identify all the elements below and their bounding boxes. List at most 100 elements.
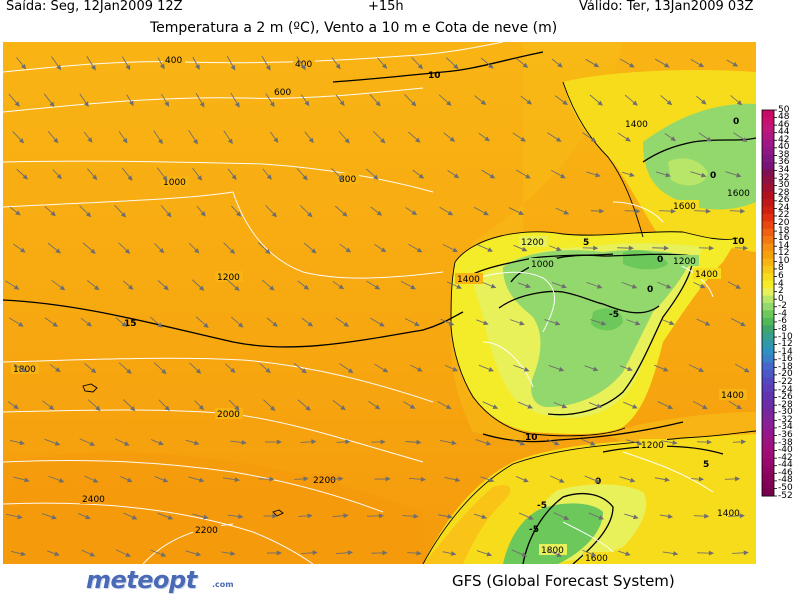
wind-arrow [230, 92, 240, 108]
wind-arrow [473, 513, 487, 520]
colorbar-swatch [762, 414, 774, 423]
wind-arrow [407, 131, 421, 143]
iso-label-bg [293, 58, 315, 69]
colorbar-swatch [762, 243, 774, 252]
wind-arrow [724, 476, 741, 482]
colorbar-swatch [762, 110, 774, 118]
colorbar-label: 16 [778, 233, 790, 244]
wind-arrow [153, 130, 163, 145]
wind-arrow [408, 243, 423, 253]
iso-label-bg [337, 173, 359, 184]
wind-arrow [300, 439, 317, 445]
wind-arrow [339, 363, 354, 374]
wind-arrow [366, 513, 385, 519]
wind-arrow [554, 95, 568, 106]
colorbar-label: 50 [778, 104, 790, 115]
wind-arrow [555, 207, 570, 215]
wind-arrow [297, 399, 311, 411]
wind-arrow [547, 438, 560, 446]
colorbar-swatch [762, 176, 774, 185]
wind-arrow [83, 131, 93, 143]
wind-arrow [696, 318, 711, 326]
wind-arrow [331, 168, 344, 181]
colorbar-swatch [762, 206, 774, 215]
wind-arrow [161, 93, 170, 107]
wind-arrow [223, 242, 236, 255]
colorbar-swatch [762, 124, 774, 133]
iso-label-bg [163, 54, 185, 65]
wind-arrow [478, 364, 495, 372]
wind-arrow [438, 514, 453, 519]
wind-arrow [732, 439, 747, 445]
wind-arrow [403, 401, 416, 409]
wind-arrow [41, 513, 57, 520]
wind-arrow [404, 318, 420, 326]
wind-arrow [296, 56, 306, 71]
wind-arrow [226, 56, 236, 71]
colorbar-frame [761, 109, 775, 497]
colorbar-swatch [762, 139, 774, 148]
wind-arrow [336, 439, 351, 445]
valid-time-label: Válido: Ter, 13Jan2009 03Z [579, 0, 754, 14]
wind-arrow [371, 439, 386, 445]
wind-arrow [582, 245, 599, 251]
run-time-label: Saída: Seg, 12Jan2009 12Z [6, 0, 183, 14]
isotherm-label: 0 [733, 117, 739, 127]
wind-arrow [548, 365, 565, 372]
snow-level-label: 400 [165, 56, 182, 66]
wind-arrow [546, 549, 563, 557]
wind-arrow [154, 476, 169, 483]
wind-arrow [118, 131, 128, 144]
wind-arrow [617, 132, 631, 142]
wind-arrow [123, 512, 138, 520]
wind-arrow [192, 279, 205, 291]
wind-arrow [301, 317, 314, 327]
wind-arrow [549, 245, 562, 252]
snow-level-label: 400 [295, 60, 312, 70]
colorbar-label: -16 [778, 354, 793, 365]
wind-arrow [154, 243, 165, 254]
wind-arrow [733, 132, 748, 142]
wind-arrow [261, 55, 271, 71]
colorbar-label: 30 [778, 180, 790, 191]
snow-level-label: 1000 [531, 260, 554, 270]
wind-arrow [512, 132, 526, 142]
wind-arrow [410, 364, 423, 372]
wind-arrow [121, 167, 133, 181]
wind-arrow [8, 93, 20, 107]
colorbar-label: -34 [778, 422, 793, 433]
wind-arrow [626, 319, 641, 326]
colorbar-label: 44 [778, 127, 790, 138]
colorbar-swatch [762, 421, 774, 430]
wind-arrow [619, 476, 636, 483]
wind-arrow [654, 477, 671, 482]
wind-arrow [476, 319, 489, 326]
colorbar-label: -40 [778, 445, 793, 456]
colorbar-swatch [762, 258, 774, 267]
wind-arrow [150, 316, 163, 328]
wind-arrow [443, 132, 456, 142]
wind-arrow [520, 95, 533, 105]
wind-arrow [226, 279, 240, 292]
colorbar-swatch [762, 392, 774, 400]
snow-level-label: 1600 [727, 189, 750, 199]
isotherm-label: 10 [732, 237, 745, 247]
wind-arrow [584, 475, 601, 483]
wind-arrow [332, 280, 345, 290]
colorbar-swatch [762, 251, 774, 259]
wind-arrow [690, 476, 705, 482]
snow-level-label: 1400 [625, 120, 648, 130]
wind-arrow [80, 317, 92, 327]
colorbar-label: -12 [778, 339, 793, 350]
wind-arrow [267, 550, 282, 556]
wind-arrow [447, 169, 460, 179]
wind-arrow [624, 208, 641, 214]
colorbar-swatch [762, 436, 774, 445]
wind-arrow [258, 476, 275, 482]
iso-label-bg [671, 255, 699, 266]
wind-arrow [439, 206, 454, 216]
wind-arrow [227, 514, 244, 519]
colorbar-swatch [762, 132, 774, 141]
wind-arrow [228, 399, 240, 411]
wind-arrow [43, 93, 55, 108]
